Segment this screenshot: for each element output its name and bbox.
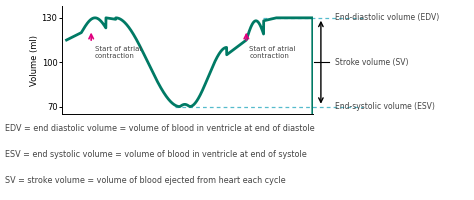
- Text: Start of atrial
contraction: Start of atrial contraction: [249, 46, 296, 59]
- Text: Stroke volume (SV): Stroke volume (SV): [336, 58, 409, 67]
- Text: SV = stroke volume = volume of blood ejected from heart each cycle: SV = stroke volume = volume of blood eje…: [5, 176, 285, 185]
- Y-axis label: Volume (ml): Volume (ml): [30, 34, 39, 86]
- Text: End-systolic volume (ESV): End-systolic volume (ESV): [336, 102, 435, 111]
- Text: EDV = end diastolic volume = volume of blood in ventricle at end of diastole: EDV = end diastolic volume = volume of b…: [5, 124, 314, 133]
- Text: Start of atrial
contraction: Start of atrial contraction: [95, 46, 141, 59]
- Text: End-diastolic volume (EDV): End-diastolic volume (EDV): [336, 13, 440, 22]
- Text: ESV = end systolic volume = volume of blood in ventricle at end of systole: ESV = end systolic volume = volume of bl…: [5, 150, 307, 159]
